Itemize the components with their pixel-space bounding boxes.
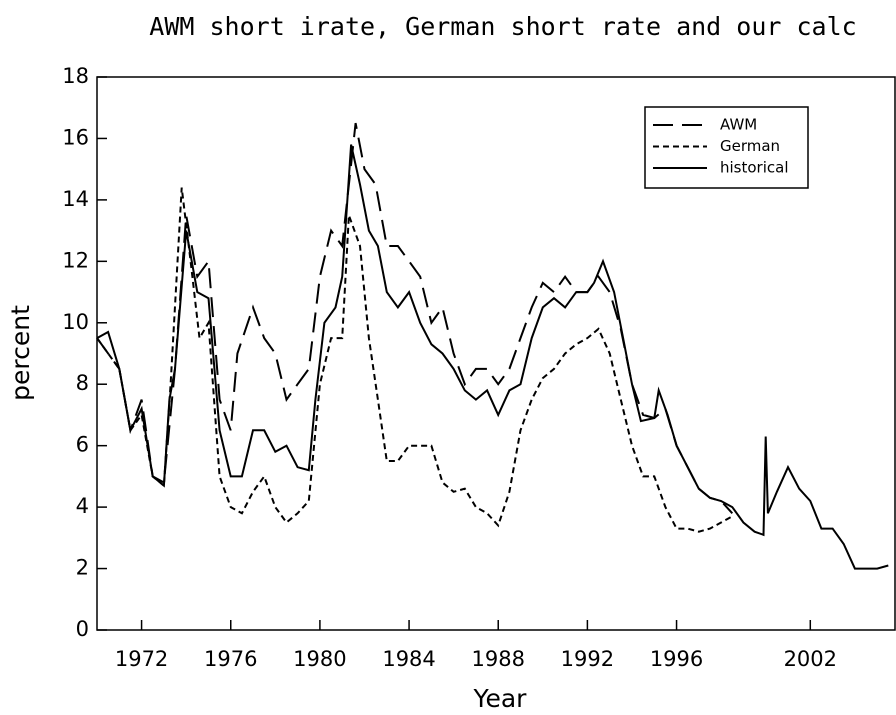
x-tick-label: 1992	[561, 647, 614, 671]
y-tick-label: 16	[62, 125, 89, 149]
y-axis-label: percent	[6, 305, 35, 401]
y-tick-label: 14	[62, 187, 89, 211]
series-line	[96, 187, 733, 533]
x-tick-label: 1976	[204, 647, 257, 671]
y-tick-label: 4	[76, 494, 89, 518]
legend-label: German	[720, 137, 780, 155]
x-tick-label: 1984	[382, 647, 435, 671]
legend-label: AWM	[720, 116, 757, 134]
series-line	[96, 144, 889, 570]
legend-box	[644, 106, 809, 189]
x-tick-label: 2002	[784, 647, 837, 671]
y-tick-label: 12	[62, 248, 89, 272]
chart-title: AWM short irate, German short rate and o…	[149, 12, 856, 41]
series-line	[96, 122, 734, 514]
y-tick-label: 0	[76, 617, 89, 641]
legend-label: historical	[720, 159, 789, 177]
x-axis-label: Year	[473, 684, 528, 713]
y-tick-label: 10	[62, 310, 89, 334]
x-tick-label: 1972	[115, 647, 168, 671]
plot-frame	[96, 76, 896, 631]
y-tick-label: 18	[62, 64, 89, 88]
x-tick-label: 1996	[650, 647, 703, 671]
x-tick-label: 1980	[293, 647, 346, 671]
y-tick-label: 2	[76, 556, 89, 580]
y-tick-label: 8	[76, 371, 89, 395]
y-tick-label: 6	[76, 433, 89, 457]
x-tick-label: 1988	[472, 647, 525, 671]
